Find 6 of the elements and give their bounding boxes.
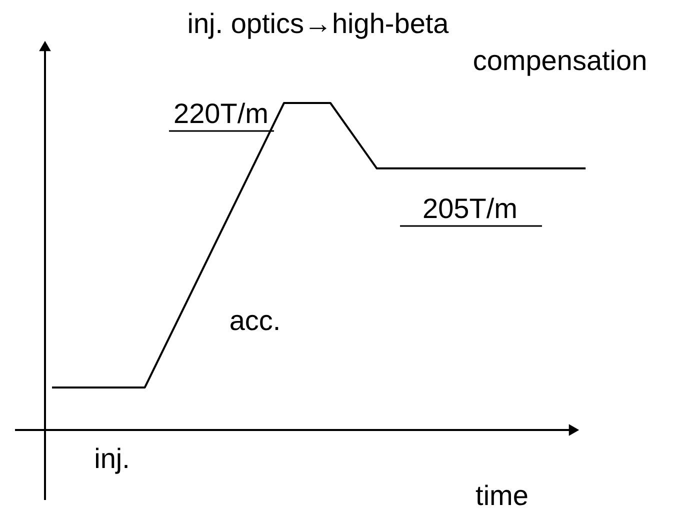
- text: inj. optics→high-beta compensation: [187, 8, 648, 76]
- annotation: acc.: [229, 305, 281, 336]
- annotation: 220T/m: [174, 98, 268, 129]
- x-axis-title: time: [476, 480, 528, 511]
- annotation: 205T/m: [422, 193, 518, 224]
- text: inj.: [94, 443, 130, 474]
